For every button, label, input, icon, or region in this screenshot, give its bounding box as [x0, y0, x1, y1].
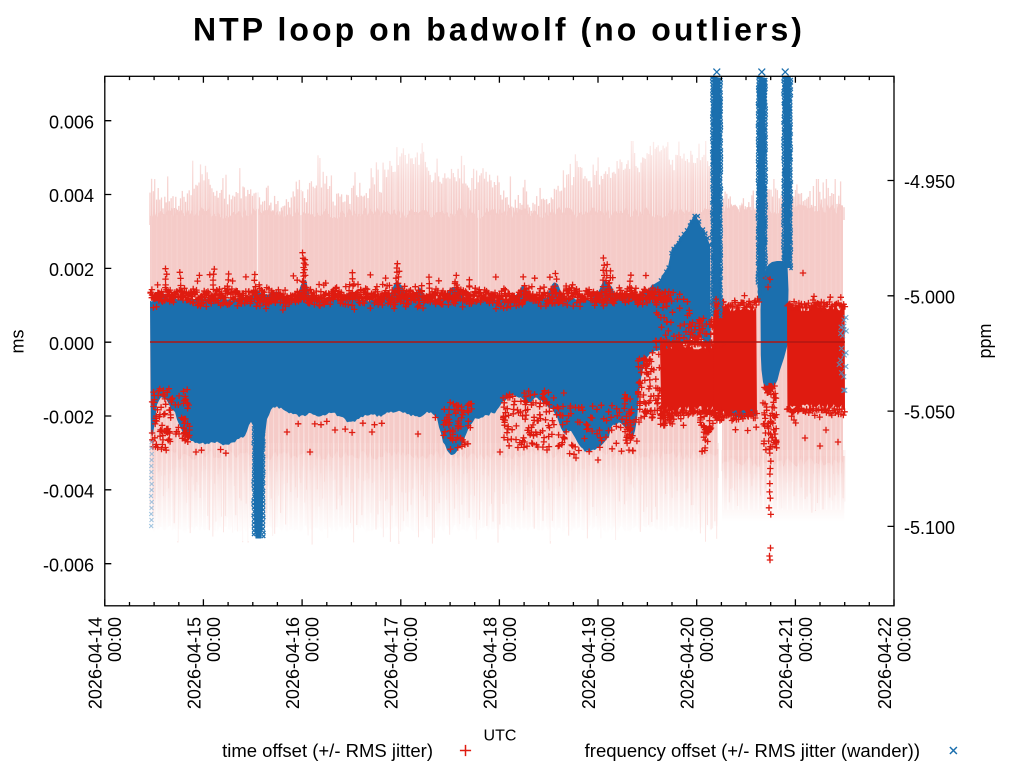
svg-text:ppm: ppm — [975, 323, 995, 358]
svg-text:00:00: 00:00 — [401, 617, 421, 662]
svg-text:00:00: 00:00 — [894, 617, 914, 662]
svg-text:2026-04-17: 2026-04-17 — [382, 617, 402, 709]
svg-text:2026-04-22: 2026-04-22 — [875, 617, 895, 709]
svg-text:ms: ms — [7, 330, 27, 354]
svg-text:00:00: 00:00 — [598, 617, 618, 662]
svg-text:2026-04-14: 2026-04-14 — [86, 617, 106, 709]
svg-text:-4.950: -4.950 — [904, 172, 955, 192]
svg-text:00:00: 00:00 — [697, 617, 717, 662]
svg-text:00:00: 00:00 — [303, 617, 323, 662]
svg-text:0.002: 0.002 — [49, 260, 94, 280]
svg-text:0.006: 0.006 — [49, 112, 94, 132]
svg-text:UTC: UTC — [484, 728, 517, 745]
svg-text:00:00: 00:00 — [796, 617, 816, 662]
svg-text:2026-04-16: 2026-04-16 — [283, 617, 303, 709]
svg-text:-0.006: -0.006 — [43, 555, 94, 575]
svg-text:time offset (+/- RMS jitter): time offset (+/- RMS jitter) — [222, 740, 433, 761]
svg-text:00:00: 00:00 — [204, 617, 224, 662]
svg-text:2026-04-20: 2026-04-20 — [678, 617, 698, 709]
svg-text:frequency offset (+/- RMS jitt: frequency offset (+/- RMS jitter (wander… — [585, 740, 920, 761]
svg-text:-5.000: -5.000 — [904, 287, 955, 307]
svg-text:NTP loop on badwolf (no outlie: NTP loop on badwolf (no outliers) — [193, 12, 805, 48]
svg-text:2026-04-19: 2026-04-19 — [579, 617, 599, 709]
svg-text:0.000: 0.000 — [49, 334, 94, 354]
svg-text:2026-04-21: 2026-04-21 — [776, 617, 796, 709]
svg-text:-0.004: -0.004 — [43, 481, 94, 501]
svg-text:-5.100: -5.100 — [904, 518, 955, 538]
svg-text:00:00: 00:00 — [500, 617, 520, 662]
svg-text:0.004: 0.004 — [49, 186, 94, 206]
svg-text:2026-04-15: 2026-04-15 — [184, 617, 204, 709]
svg-text:2026-04-18: 2026-04-18 — [480, 617, 500, 709]
svg-text:00:00: 00:00 — [105, 617, 125, 662]
svg-text:-5.050: -5.050 — [904, 403, 955, 423]
svg-text:-0.002: -0.002 — [43, 408, 94, 428]
